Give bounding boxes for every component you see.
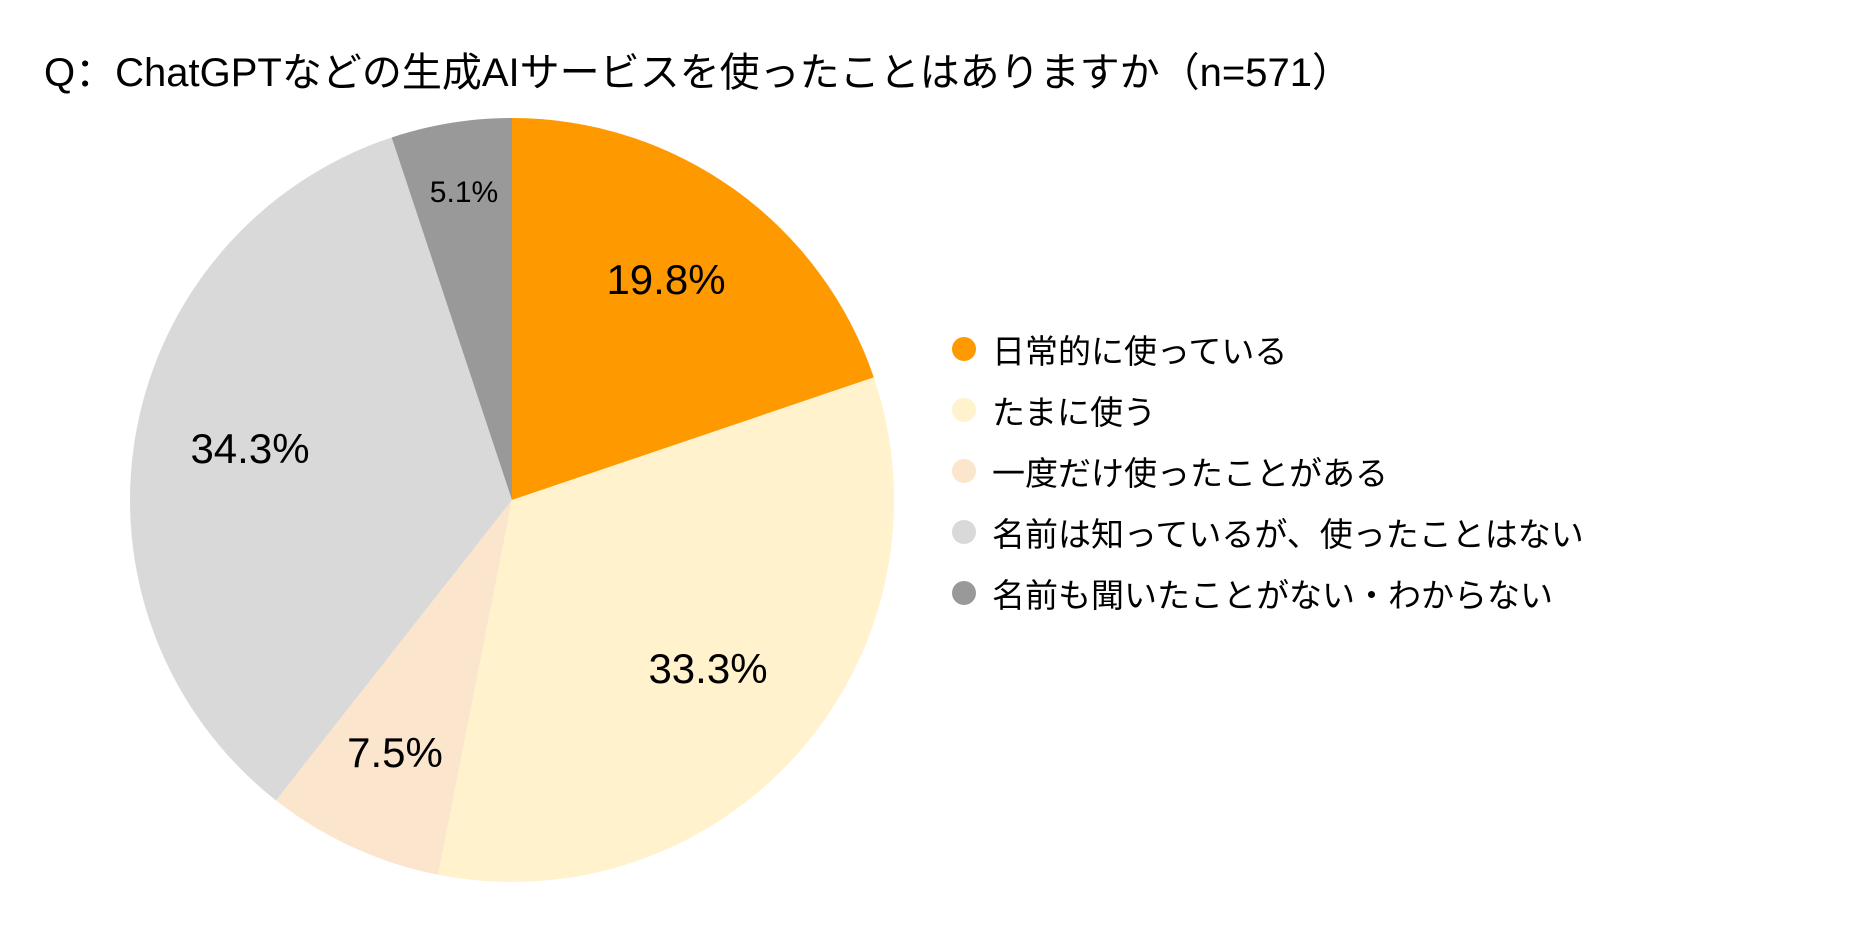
legend-label: たまに使う: [992, 393, 1157, 431]
legend-label: 日常的に使っている: [992, 332, 1288, 370]
pie-slice: [391, 118, 512, 500]
legend-swatch-icon: [952, 397, 976, 422]
legend-label: 名前も聞いたことがない・わからない: [992, 576, 1553, 614]
legend-label: 名前は知っているが、使ったことはない: [992, 515, 1584, 553]
legend-swatch-icon: [952, 580, 976, 605]
legend-swatch-icon: [952, 458, 976, 483]
pie-slice: [275, 500, 512, 875]
pie-slice: [129, 137, 512, 801]
chart-title: Q：ChatGPTなどの生成AIサービスを使ったことはありますか（n=571）: [44, 51, 1352, 95]
legend-swatch-icon: [952, 519, 976, 544]
legend-label: 一度だけ使ったことがある: [992, 454, 1388, 492]
slice-data-label: 5.1%: [430, 176, 498, 209]
legend-swatch-icon: [952, 336, 976, 361]
legend-item: たまに使う: [952, 379, 1584, 440]
legend-item: 名前は知っているが、使ったことはない: [952, 501, 1584, 562]
slice-data-label: 34.3%: [190, 425, 309, 472]
legend-item: 一度だけ使ったことがある: [952, 440, 1584, 501]
pie-slice: [438, 377, 894, 882]
legend-item: 日常的に使っている: [952, 318, 1584, 379]
slice-data-label: 33.3%: [648, 645, 767, 692]
slice-data-label: 7.5%: [347, 729, 443, 776]
slice-data-label: 19.8%: [606, 256, 725, 303]
legend: 日常的に使っている たまに使う一度だけ使ったことがある名前は知っているが、使ったこ…: [952, 318, 1584, 623]
pie-slice: [512, 118, 874, 500]
legend-item: 名前も聞いたことがない・わからない: [952, 562, 1584, 623]
